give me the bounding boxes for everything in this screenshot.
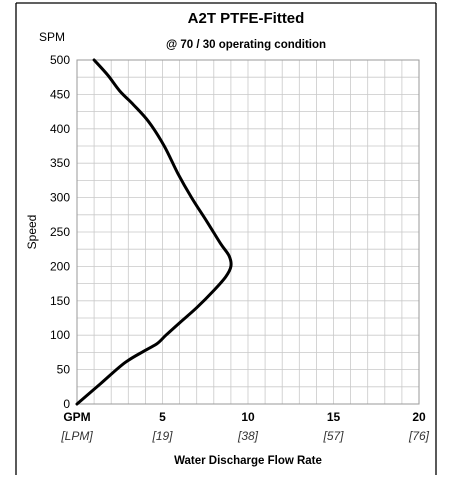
y-tick-label: 300 bbox=[50, 191, 70, 205]
chart-title: A2T PTFE-Fitted bbox=[188, 10, 305, 27]
x-tick-label: 20 bbox=[412, 410, 426, 424]
y-unit-label: SPM bbox=[39, 30, 65, 44]
x-unit-lpm: [LPM] bbox=[60, 429, 93, 443]
chart-subtitle: @ 70 / 30 operating condition bbox=[166, 39, 326, 51]
x-tick-label: 10 bbox=[241, 410, 255, 424]
grid-layer bbox=[77, 60, 419, 404]
y-tick-label: 0 bbox=[63, 397, 70, 411]
y-tick-label: 400 bbox=[50, 122, 70, 136]
plot-area-border bbox=[76, 59, 420, 405]
y-tick-label: 200 bbox=[50, 259, 70, 273]
y-tick-label: 50 bbox=[57, 363, 71, 377]
x-unit-gpm: GPM bbox=[63, 410, 90, 424]
y-tick-label: 450 bbox=[50, 87, 70, 101]
y-tick-label: 250 bbox=[50, 225, 70, 239]
y-axis-title: Speed bbox=[25, 215, 39, 250]
y-tick-label: 100 bbox=[50, 328, 70, 342]
x-tick-label-alt: [19] bbox=[151, 429, 173, 443]
x-tick-label: 5 bbox=[159, 410, 166, 424]
x-tick-label-alt: [76] bbox=[408, 429, 430, 443]
series-line bbox=[75, 58, 233, 406]
x-tick-label-alt: [38] bbox=[237, 429, 259, 443]
x-tick-label: 15 bbox=[327, 410, 341, 424]
y-tick-labels: 0 50 100 150 200 250 300 350 400 450 500 bbox=[50, 53, 70, 411]
y-tick-label: 500 bbox=[50, 53, 70, 67]
x-tick-label-alt: [57] bbox=[322, 429, 344, 443]
x-tick-labels: 5 [19] 10 [38] 15 [57] 20 [76] bbox=[151, 410, 429, 443]
x-axis-title: Water Discharge Flow Rate bbox=[174, 455, 322, 467]
y-tick-label: 150 bbox=[50, 294, 70, 308]
y-tick-label: 350 bbox=[50, 156, 70, 170]
